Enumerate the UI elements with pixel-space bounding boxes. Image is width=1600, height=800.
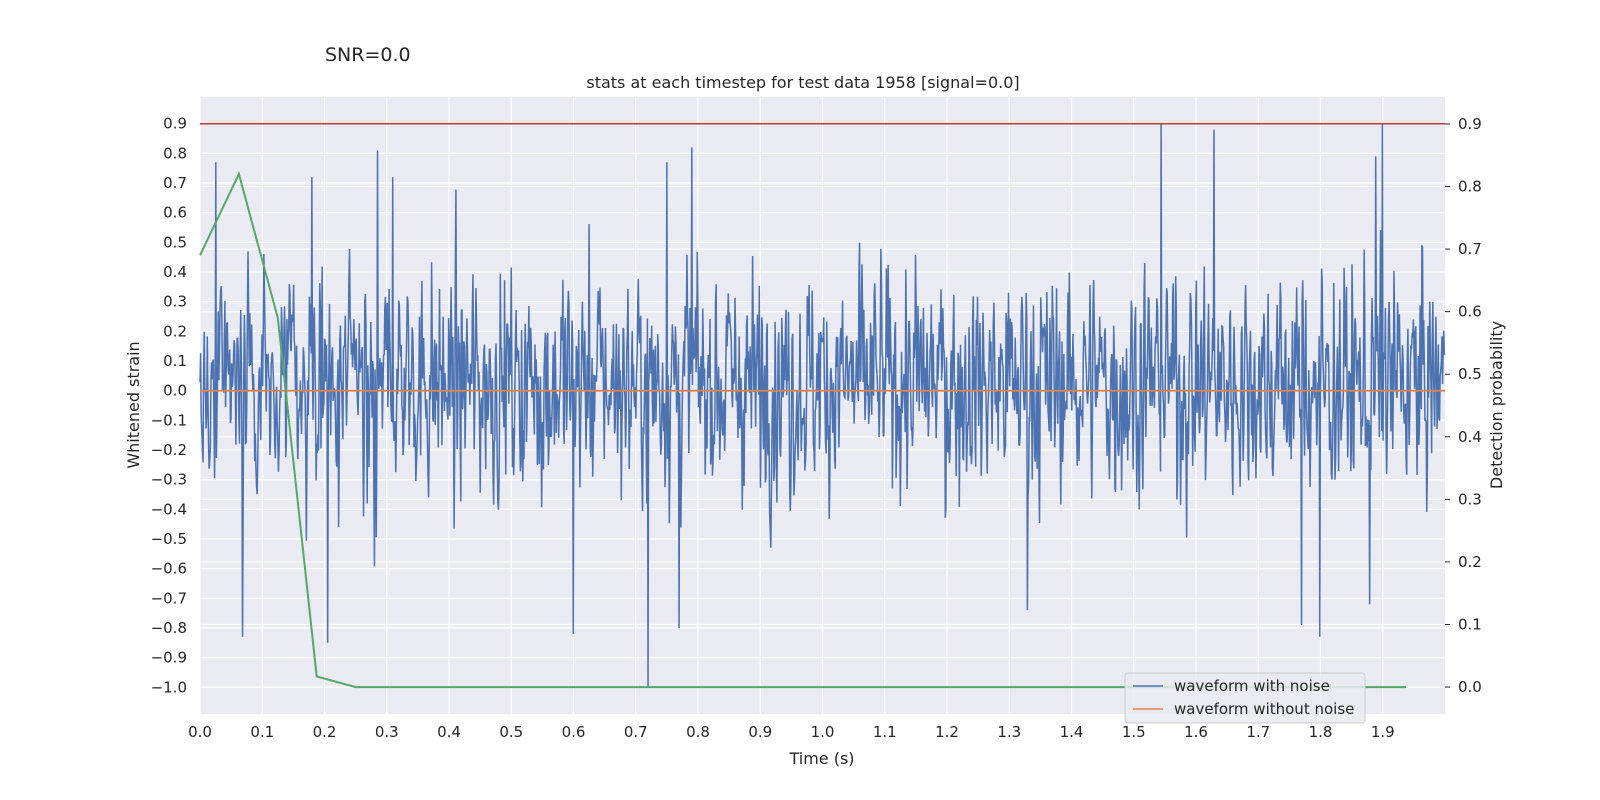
y-tick-label-left: 0.6 xyxy=(163,204,187,222)
y-axis-right-label: Detection probability xyxy=(1487,321,1506,489)
y-tick-label-left: −0.6 xyxy=(151,560,187,578)
x-tick-label: 1.2 xyxy=(935,723,959,741)
y-axis-left-ticks: 0.9 0.8 0.7 0.6 0.5 0.4 0.3 0.2 0.1 0.0 −0.1 −0.2 −0… xyxy=(151,115,187,697)
legend: waveform with noise waveform without noi… xyxy=(1124,672,1366,724)
y-tick-label-right: 0.3 xyxy=(1458,490,1482,508)
y-tick-label-left: 0.3 xyxy=(163,293,187,311)
legend-box xyxy=(1124,672,1366,724)
y-axis-left-label: Whitened strain xyxy=(124,341,143,468)
y-tick-label-right: 0.4 xyxy=(1458,428,1482,446)
x-tick-label: 1.6 xyxy=(1184,723,1208,741)
x-tick-label: 0.1 xyxy=(250,723,274,741)
x-tick-label: 0.3 xyxy=(375,723,399,741)
chart-suptitle: SNR=0.0 xyxy=(325,44,411,66)
x-tick-label: 1.0 xyxy=(811,723,835,741)
x-tick-label: 1.3 xyxy=(997,723,1021,741)
y-tick-label-left: 0.0 xyxy=(163,382,187,400)
x-axis-label: Time (s) xyxy=(788,749,854,768)
y-tick-label-left: −0.4 xyxy=(151,500,187,518)
x-tick-label: 1.5 xyxy=(1122,723,1146,741)
y-tick-label-right: 0.7 xyxy=(1458,240,1482,258)
y-tick-label-left: −0.1 xyxy=(151,411,187,429)
y-tick-label-left: 0.1 xyxy=(163,352,187,370)
y-tick-label-left: −0.2 xyxy=(151,441,187,459)
y-tick-label-left: −1.0 xyxy=(151,678,187,696)
y-tick-label-right: 0.8 xyxy=(1458,177,1482,195)
y-tick-label-left: 0.8 xyxy=(163,144,187,162)
y-tick-label-left: 0.2 xyxy=(163,322,187,340)
y-tick-label-left: −0.9 xyxy=(151,649,187,667)
y-tick-label-right: 0.2 xyxy=(1458,553,1482,571)
y-tick-label-left: −0.8 xyxy=(151,619,187,637)
legend-label-noise: waveform with noise xyxy=(1174,677,1330,695)
x-tick-label: 1.7 xyxy=(1246,723,1270,741)
x-tick-label: 0.7 xyxy=(624,723,648,741)
x-tick-label: 0.4 xyxy=(437,723,461,741)
y-tick-label-right: 0.6 xyxy=(1458,303,1482,321)
x-tick-label: 0.2 xyxy=(313,723,337,741)
y-tick-label-left: −0.7 xyxy=(151,589,187,607)
x-tick-label: 0.5 xyxy=(499,723,523,741)
y-tick-label-right: 0.0 xyxy=(1458,678,1482,696)
x-tick-label: 0.9 xyxy=(748,723,772,741)
y-tick-label-left: −0.3 xyxy=(151,471,187,489)
y-tick-label-right: 0.5 xyxy=(1458,365,1482,383)
y-tick-label-right: 0.1 xyxy=(1458,616,1482,634)
y-tick-label-right: 0.9 xyxy=(1458,115,1482,133)
series-waveform-with-noise xyxy=(199,123,1446,688)
y-tick-label-left: 0.4 xyxy=(163,263,187,281)
chart-title: stats at each timestep for test data 195… xyxy=(586,73,1019,92)
x-tick-label: 0.6 xyxy=(562,723,586,741)
y-tick-label-left: −0.5 xyxy=(151,530,187,548)
y-tick-label-left: 0.9 xyxy=(163,115,187,133)
x-tick-label: 1.1 xyxy=(873,723,897,741)
x-tick-label: 0.0 xyxy=(188,723,212,741)
x-tick-label: 1.9 xyxy=(1371,723,1395,741)
legend-label-clean: waveform without noise xyxy=(1174,700,1354,718)
x-tick-label: 0.8 xyxy=(686,723,710,741)
x-tick-label: 1.8 xyxy=(1309,723,1333,741)
x-tick-label: 1.4 xyxy=(1060,723,1084,741)
y-tick-label-left: 0.5 xyxy=(163,233,187,251)
x-axis-ticks: 0.0 0.1 0.2 0.3 0.4 0.5 0.6 0.7 0.8 0.9 1.0 1.1 1.2 1… xyxy=(188,723,1395,741)
y-axis-right-ticks: 0.9 0.8 0.7 0.6 0.5 0.4 0.3 0.2 0.1 0.0 xyxy=(1445,115,1482,696)
y-tick-label-left: 0.7 xyxy=(163,174,187,192)
